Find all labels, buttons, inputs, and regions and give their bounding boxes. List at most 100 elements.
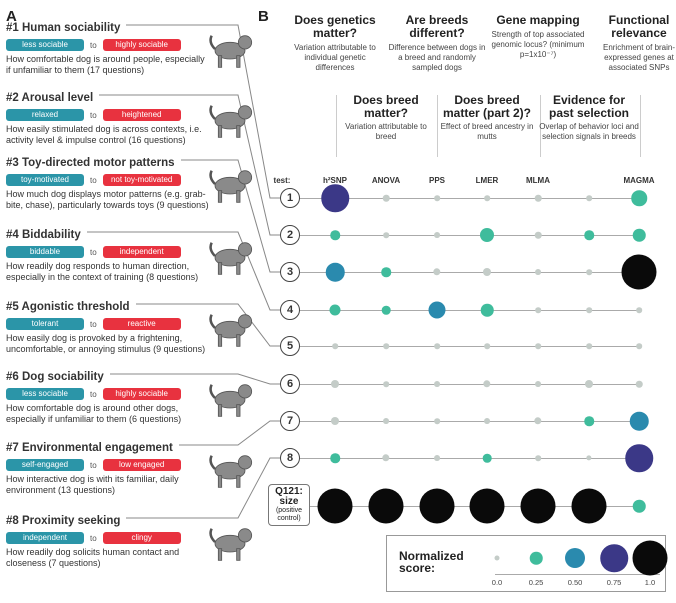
trait-7: #7 Environmental engagement self-engaged t…: [6, 438, 211, 495]
to-label: to: [90, 389, 97, 399]
question-top: Functional relevance Enrichment of brain-…: [589, 14, 676, 73]
low-end-pill: relaxed: [6, 109, 84, 121]
trait-description: How comfortable dog is around other dogs…: [6, 403, 182, 424]
test-column-header: PPS: [428, 176, 445, 185]
q121-note: (positive control): [275, 507, 303, 522]
question-title: Does genetics matter?: [294, 13, 376, 40]
test-column-header: ANOVA: [371, 176, 401, 185]
legend-title: Normalized score:: [399, 549, 464, 575]
score-dot: [480, 303, 494, 317]
connector-line: [99, 94, 282, 236]
row-line: [290, 272, 642, 273]
row-line: [290, 421, 642, 422]
trait-5: #5 Agonistic threshold tolerant to reactive…: [6, 297, 211, 354]
dog-illustration-icon: [205, 26, 255, 72]
score-dot: [329, 304, 341, 316]
score-dot: [480, 228, 494, 242]
score-dot: [331, 417, 339, 425]
connector-line: [181, 159, 282, 273]
dog-illustration-icon: [205, 305, 255, 351]
score-dot: [482, 453, 492, 463]
trait-range: relaxed to heightened: [6, 109, 211, 121]
low-end-pill: toy-motivated: [6, 174, 84, 186]
score-dot: [383, 381, 389, 387]
score-dot: [419, 488, 455, 524]
low-end-pill: less sociable: [6, 39, 84, 51]
score-dot: [434, 455, 440, 461]
trait-description: How easily stimulated dog is across cont…: [6, 124, 202, 145]
score-dot: [535, 307, 541, 313]
trait-description: How easily dog is provoked by a frighten…: [6, 333, 206, 354]
high-end-pill: low engaged: [102, 459, 181, 471]
legend-dot: [632, 540, 668, 576]
low-end-pill: biddable: [6, 246, 84, 258]
score-dot: [484, 195, 490, 201]
test-column-header: LMER: [475, 176, 499, 185]
legend-dot: [494, 555, 500, 561]
trait-title: #8 Proximity seeking: [6, 515, 121, 527]
column-divider: [437, 95, 438, 157]
trait-description: How much dog displays motor patterns (e.…: [6, 189, 209, 210]
score-dot: [571, 488, 607, 524]
score-dot: [535, 343, 541, 349]
trait-description: How readily dog solicits human contact a…: [6, 547, 180, 568]
to-label: to: [90, 247, 97, 257]
test-column-header: h²SNP: [323, 176, 347, 185]
score-dot: [631, 190, 647, 206]
dog-illustration-icon: [205, 375, 255, 421]
to-label: to: [90, 110, 97, 120]
question-description: Enrichment of brain-expressed genes at a…: [602, 43, 676, 72]
score-dot: [584, 416, 594, 426]
question-description: Effect of breed ancestry in mutts: [440, 122, 534, 141]
score-dot: [535, 455, 541, 461]
trait-description: How readily dog responds to human direct…: [6, 261, 199, 282]
to-label: to: [90, 175, 97, 185]
dog-illustration-icon: [205, 446, 255, 492]
high-end-pill: reactive: [102, 318, 181, 330]
score-dot: [331, 380, 339, 388]
row-line: [290, 506, 642, 507]
trait-title: #6 Dog sociability: [6, 371, 104, 383]
score-dot: [584, 230, 594, 240]
legend-axis: [495, 574, 660, 575]
legend-dot: [600, 544, 628, 572]
trait-range: independent to clingy: [6, 532, 211, 544]
to-label: to: [90, 460, 97, 470]
score-dot: [383, 232, 389, 238]
low-end-pill: tolerant: [6, 318, 84, 330]
trait-range: less sociable to highly sociable: [6, 39, 211, 51]
trait-description: How comfortable dog is around people, es…: [6, 54, 205, 75]
to-label: to: [90, 319, 97, 329]
high-end-pill: heightened: [102, 109, 181, 121]
question-description: Variation attributable to individual gen…: [294, 43, 376, 72]
score-dot: [382, 454, 390, 462]
panel-a-label: A: [6, 8, 17, 25]
question-title: Gene mapping: [496, 13, 580, 27]
low-end-pill: less sociable: [6, 388, 84, 400]
score-dot: [635, 380, 643, 388]
test-label: test:: [273, 176, 291, 185]
low-end-pill: independent: [6, 532, 84, 544]
trait-3: #3 Toy-directed motor patterns toy-motiva…: [6, 153, 211, 210]
score-dot: [534, 194, 542, 202]
low-end-pill: self-engaged: [6, 459, 84, 471]
question-title: Evidence for past selection: [548, 93, 630, 120]
connector-line: [136, 303, 282, 347]
connector-line: [179, 420, 282, 446]
row-number-badge: 6: [280, 374, 300, 394]
connector-line: [110, 373, 282, 385]
question-bottom: Evidence for past selection Overlap of be…: [539, 94, 639, 142]
score-dot: [434, 232, 440, 238]
trait-range: self-engaged to low engaged: [6, 459, 211, 471]
dog-illustration-icon: [205, 519, 255, 565]
dog-illustration-icon: [205, 161, 255, 207]
dog-illustration-icon: [205, 233, 255, 279]
trait-range: tolerant to reactive: [6, 318, 211, 330]
column-divider: [336, 95, 337, 157]
legend: Normalized score: 0.0 0.25 0.50 0.75 1.0: [386, 535, 668, 592]
question-description: Difference between dogs in a breed and r…: [388, 43, 486, 72]
question-bottom: Does breed matter (part 2)? Effect of bre…: [437, 94, 537, 142]
legend-tick-label: 0.0: [491, 578, 503, 587]
score-dot: [381, 267, 391, 277]
trait-2: #2 Arousal level relaxed to heightened How e…: [6, 88, 211, 145]
